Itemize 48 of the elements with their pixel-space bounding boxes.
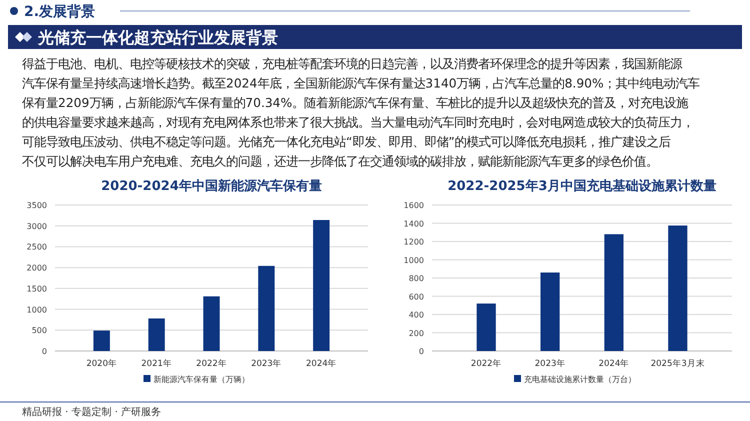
y-tick-label: 2500	[26, 242, 47, 252]
x-tick-label: 2023年	[534, 358, 566, 369]
bar	[540, 272, 560, 351]
bar	[668, 226, 688, 351]
text: 得益于电池、电机、电控等硬核技术的突破，充电桩等配套环境的日趋完善，以及消费者环保理念的提升等因素，我国新能源	[22, 57, 682, 71]
text: 可能导致电压波动、供电不稳定等问题。光储充一体化充电站“即发、即用、即储”的模式可以降低充电损耗，推广建设之后	[22, 135, 671, 149]
x-tick-label: 2021年	[141, 358, 172, 369]
y-tick-label: 1200	[404, 238, 424, 246]
y-tick-label: 3000	[26, 222, 47, 231]
text: 不仅可以解决电车用户充电难、充电久的问题，还进一步降低了在交通领域的碳排放，赋能新能源汽车更多的绿色价值。	[22, 154, 658, 168]
bar	[258, 266, 275, 351]
bar	[93, 330, 110, 351]
bar	[148, 318, 165, 351]
y-tick-label: 200	[408, 328, 424, 338]
chart-title: 2020-2024年中国新能源汽车保有量	[101, 178, 322, 194]
x-tick-label: 2022年	[196, 358, 227, 369]
text: 保有量2209万辆，占新能源汽车保有量的70.34%。随着新能源汽车保有量、车桩比的提升以及超级快充的普及，对充电设施	[22, 96, 688, 110]
x-tick-label: 2024年	[306, 358, 337, 369]
text: 的供电容量要求越来越高，对现有充电网体系也带来了很大挑战。当大量电动汽车同时充电时，会对电网造成较大的负荷压力，	[22, 116, 694, 130]
x-tick-label: 2020年	[86, 358, 117, 369]
y-tick-label: 600	[408, 292, 424, 302]
y-tick-label: 800	[408, 274, 424, 283]
text: 汽车保有量呈持续高速增长趋势。截至2024年底，全国新能源汽车保有量达3140万辆，占汽车总量的8.90%；其中纯电动汽车	[22, 76, 700, 90]
x-tick-label: 2023年	[251, 358, 282, 369]
y-tick-label: 1500	[26, 284, 47, 294]
x-tick-label: 2024年	[598, 358, 630, 369]
y-tick-label: 0	[418, 347, 424, 356]
bar	[604, 234, 624, 351]
chart-title: 2022-2025年3月中国充电基础设施累计数量	[448, 178, 716, 194]
legend-label: 新能源汽车保有量（万辆）	[154, 375, 250, 384]
y-tick-label: 3500	[26, 201, 47, 210]
y-tick-label: 1600	[404, 201, 424, 210]
x-tick-label: 2022年	[470, 358, 502, 369]
legend-label: 充电基础设施累计数量（万台）	[524, 375, 636, 384]
x-tick-label: 2025年3月末	[650, 358, 705, 369]
bar	[476, 304, 496, 351]
y-tick-label: 2000	[26, 264, 47, 273]
text: 光储充一体化超充站行业发展背景	[37, 28, 278, 47]
y-tick-label: 500	[32, 326, 47, 336]
text: 精品研报 · 专题定制 · 产研服务	[22, 406, 162, 418]
bar	[313, 220, 330, 351]
y-tick-label: 400	[408, 310, 424, 320]
y-tick-label: 1000	[26, 305, 47, 314]
bar	[203, 296, 220, 351]
y-tick-label: 1000	[404, 256, 424, 265]
text: 2.发展背景	[24, 4, 96, 20]
y-tick-label: 1400	[404, 219, 424, 228]
y-tick-label: 0	[42, 347, 47, 356]
